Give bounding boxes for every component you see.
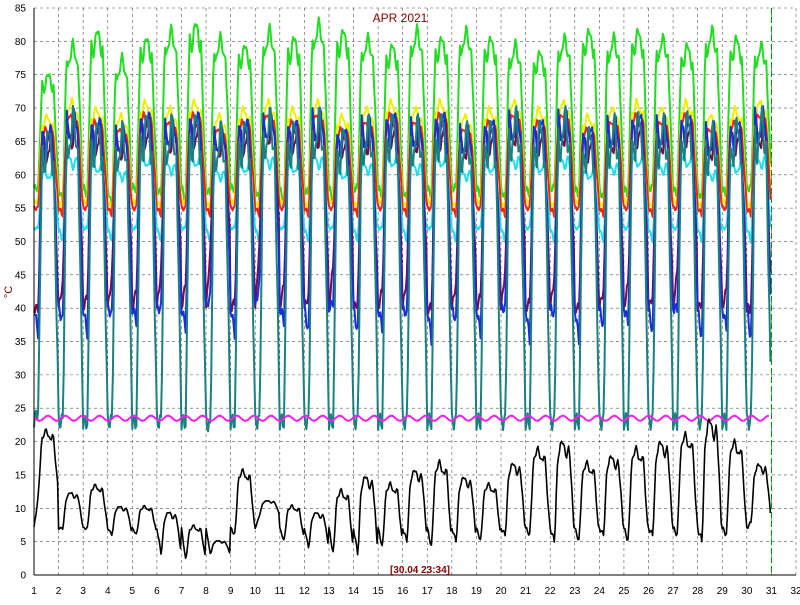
x-tick-label: 19: [471, 586, 483, 597]
y-tick-label: 0: [20, 571, 26, 582]
x-tick-label: 24: [594, 586, 606, 597]
x-tick-label: 11: [275, 586, 286, 597]
x-tick-label: 5: [130, 586, 136, 597]
y-tick-label: 15: [15, 470, 27, 481]
x-tick-label: 18: [446, 586, 458, 597]
series-line-red: [33, 111, 772, 219]
y-tick-label: 55: [15, 204, 27, 215]
x-tick-label: 21: [520, 586, 532, 597]
x-tick-label: 25: [618, 586, 630, 597]
x-tick-label: 14: [348, 586, 360, 597]
x-tick-label: 12: [299, 586, 311, 597]
y-tick-label: 70: [15, 104, 27, 115]
y-tick-label: 5: [20, 537, 26, 548]
y-tick-label: 50: [15, 237, 27, 248]
y-tick-label: 25: [15, 404, 27, 415]
status-timestamp: [30.04 23:34]: [390, 565, 450, 576]
x-tick-label: 31: [766, 586, 778, 597]
x-tick-label: 6: [154, 586, 160, 597]
series-line-magenta: [33, 414, 770, 422]
x-tick-label: 2: [56, 586, 62, 597]
y-tick-label: 80: [15, 37, 27, 48]
x-tick-label: 15: [373, 586, 385, 597]
x-tick-label: 4: [105, 586, 111, 597]
x-tick-label: 9: [228, 586, 234, 597]
series-line-black: [33, 418, 772, 560]
x-tick-label: 10: [250, 586, 262, 597]
chart-title: APR 2021: [373, 11, 428, 25]
x-tick-label: 29: [717, 586, 729, 597]
x-tick-label: 22: [545, 586, 557, 597]
x-tick-label: 1: [31, 586, 37, 597]
y-tick-label: 35: [15, 337, 27, 348]
series-line-blue: [33, 105, 772, 346]
y-tick-label: 85: [15, 4, 27, 15]
y-tick-label: 60: [15, 170, 27, 181]
y-tick-label: 75: [15, 70, 27, 81]
x-tick-label: 16: [397, 586, 409, 597]
series-line-cyan: [33, 153, 772, 244]
x-tick-label: 3: [80, 586, 86, 597]
x-tick-label: 32: [790, 586, 800, 597]
series-layer: [33, 16, 772, 560]
y-tick-label: 20: [15, 437, 27, 448]
y-tick-label: 10: [15, 504, 27, 515]
y-axis-label: °C: [3, 286, 15, 298]
x-tick-label: 30: [741, 586, 753, 597]
series-line-teal: [33, 104, 772, 433]
y-tick-label: 65: [15, 137, 27, 148]
x-tick-label: 27: [668, 586, 680, 597]
x-tick-label: 26: [643, 586, 655, 597]
x-tick-label: 20: [495, 586, 507, 597]
x-tick-label: 23: [569, 586, 581, 597]
y-tick-label: 40: [15, 304, 27, 315]
x-tick-label: 13: [323, 586, 335, 597]
x-tick-label: 7: [179, 586, 185, 597]
x-tick-label: 17: [422, 586, 434, 597]
x-tick-label: 28: [692, 586, 704, 597]
y-tick-label: 30: [15, 370, 27, 381]
x-tick-label: 8: [203, 586, 209, 597]
y-tick-label: 45: [15, 270, 27, 281]
